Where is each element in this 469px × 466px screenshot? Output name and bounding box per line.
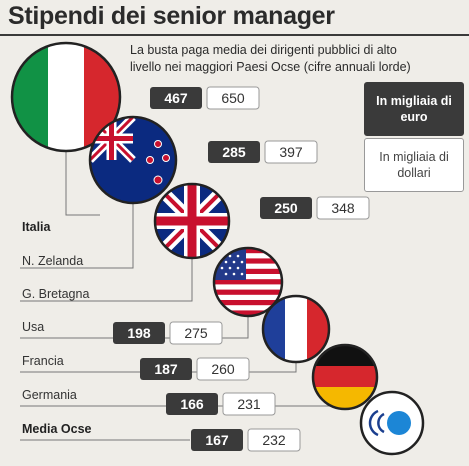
usd-value-box: [196, 357, 250, 381]
new-zealand-flag-icon: [88, 115, 178, 205]
eur-value-box: [191, 429, 243, 451]
germany-flag-icon: [311, 343, 379, 411]
uk-flag-icon: [153, 182, 231, 260]
legend-dollar-label: In migliaia di dollari: [379, 150, 449, 180]
usd-value-box: [316, 196, 370, 220]
oecd-logo-icon: [359, 390, 425, 456]
legend-euro-label: In migliaia di euro: [376, 94, 452, 124]
usd-value: 260: [211, 361, 235, 377]
eur-value: 250: [274, 200, 298, 216]
eur-value: 167: [205, 432, 229, 448]
usd-value: 348: [331, 200, 355, 216]
country-label: Usa: [22, 320, 44, 334]
usd-value-box: [169, 321, 223, 345]
eur-value: 467: [164, 90, 188, 106]
country-label: Francia: [22, 354, 64, 368]
legend-euro: In migliaia di euro: [364, 82, 464, 136]
chart-title: Stipendi dei senior manager: [8, 2, 335, 30]
eur-value: 187: [154, 361, 178, 377]
usd-value: 231: [237, 396, 261, 412]
eur-value: 198: [127, 325, 151, 341]
country-label: N. Zelanda: [22, 254, 83, 268]
chart-subtitle: La busta paga media dei dirigenti pubbli…: [130, 43, 411, 74]
eur-value: 166: [180, 396, 204, 412]
usd-value-box: [206, 86, 260, 110]
legend-dollar: In migliaia di dollari: [364, 138, 464, 192]
usd-value: 232: [262, 432, 286, 448]
usa-flag-icon: [212, 246, 284, 318]
france-flag-icon: [261, 294, 331, 364]
usd-value-box: [247, 428, 301, 452]
country-label: G. Bretagna: [22, 287, 89, 301]
usd-value-box: [222, 392, 276, 416]
title-divider: [0, 34, 469, 36]
eur-value-box: [260, 197, 312, 219]
country-label: Media Ocse: [22, 422, 92, 436]
eur-value-box: [140, 358, 192, 380]
usd-value-box: [264, 140, 318, 164]
usd-value: 397: [279, 144, 303, 160]
eur-value-box: [166, 393, 218, 415]
eur-value-box: [150, 87, 202, 109]
usd-value: 275: [184, 325, 208, 341]
eur-value-box: [113, 322, 165, 344]
country-label: Italia: [22, 220, 52, 234]
eur-value-box: [208, 141, 260, 163]
country-label: Germania: [22, 388, 77, 402]
eur-value: 285: [222, 144, 246, 160]
usd-value: 650: [221, 90, 245, 106]
